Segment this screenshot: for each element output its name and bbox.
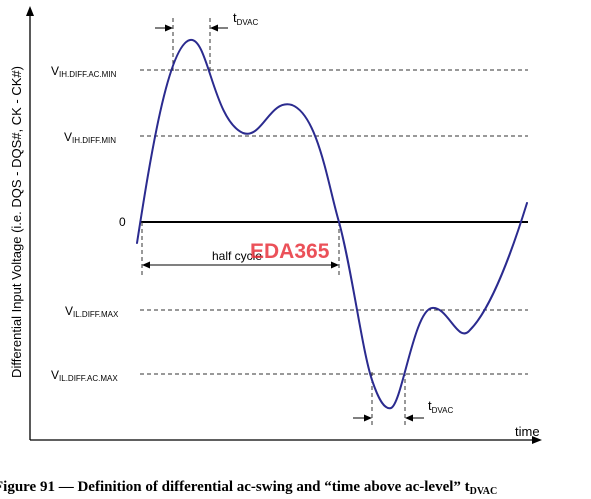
vil-dc-label: VIL.DIFF.MAX (65, 304, 119, 319)
tdvac-bottom-arrowhead-right (405, 414, 413, 422)
watermark-text: EDA365 (250, 240, 330, 263)
tdvac-bottom-label: tDVAC (428, 398, 453, 415)
differential-waveform (136, 39, 528, 410)
vil-ac-label: VIL.DIFF.AC.MAX (51, 368, 118, 383)
figure-caption: Figure 91 — Definition of differential a… (0, 479, 497, 497)
half-cycle-label: half cycle (212, 249, 262, 263)
vih-dc-label: VIH.DIFF.MIN (64, 130, 116, 145)
tdvac-bottom-arrowhead-left (364, 414, 372, 422)
y-axis-label: Differential Input Voltage (i.e. DQS - D… (9, 66, 24, 378)
half-cycle-arrowhead-left (142, 261, 150, 269)
tdvac-top-arrowhead-right (210, 24, 218, 32)
vih-ac-label: VIH.DIFF.AC.MIN (51, 64, 117, 79)
x-axis-arrowhead (532, 436, 542, 444)
zero-label: 0 (119, 215, 126, 229)
y-axis-arrowhead (26, 6, 34, 16)
tdvac-top-label: tDVAC (233, 10, 258, 27)
half-cycle-arrowhead-right (331, 261, 339, 269)
x-axis-label: time (515, 424, 540, 439)
tdvac-top-arrowhead-left (165, 24, 173, 32)
